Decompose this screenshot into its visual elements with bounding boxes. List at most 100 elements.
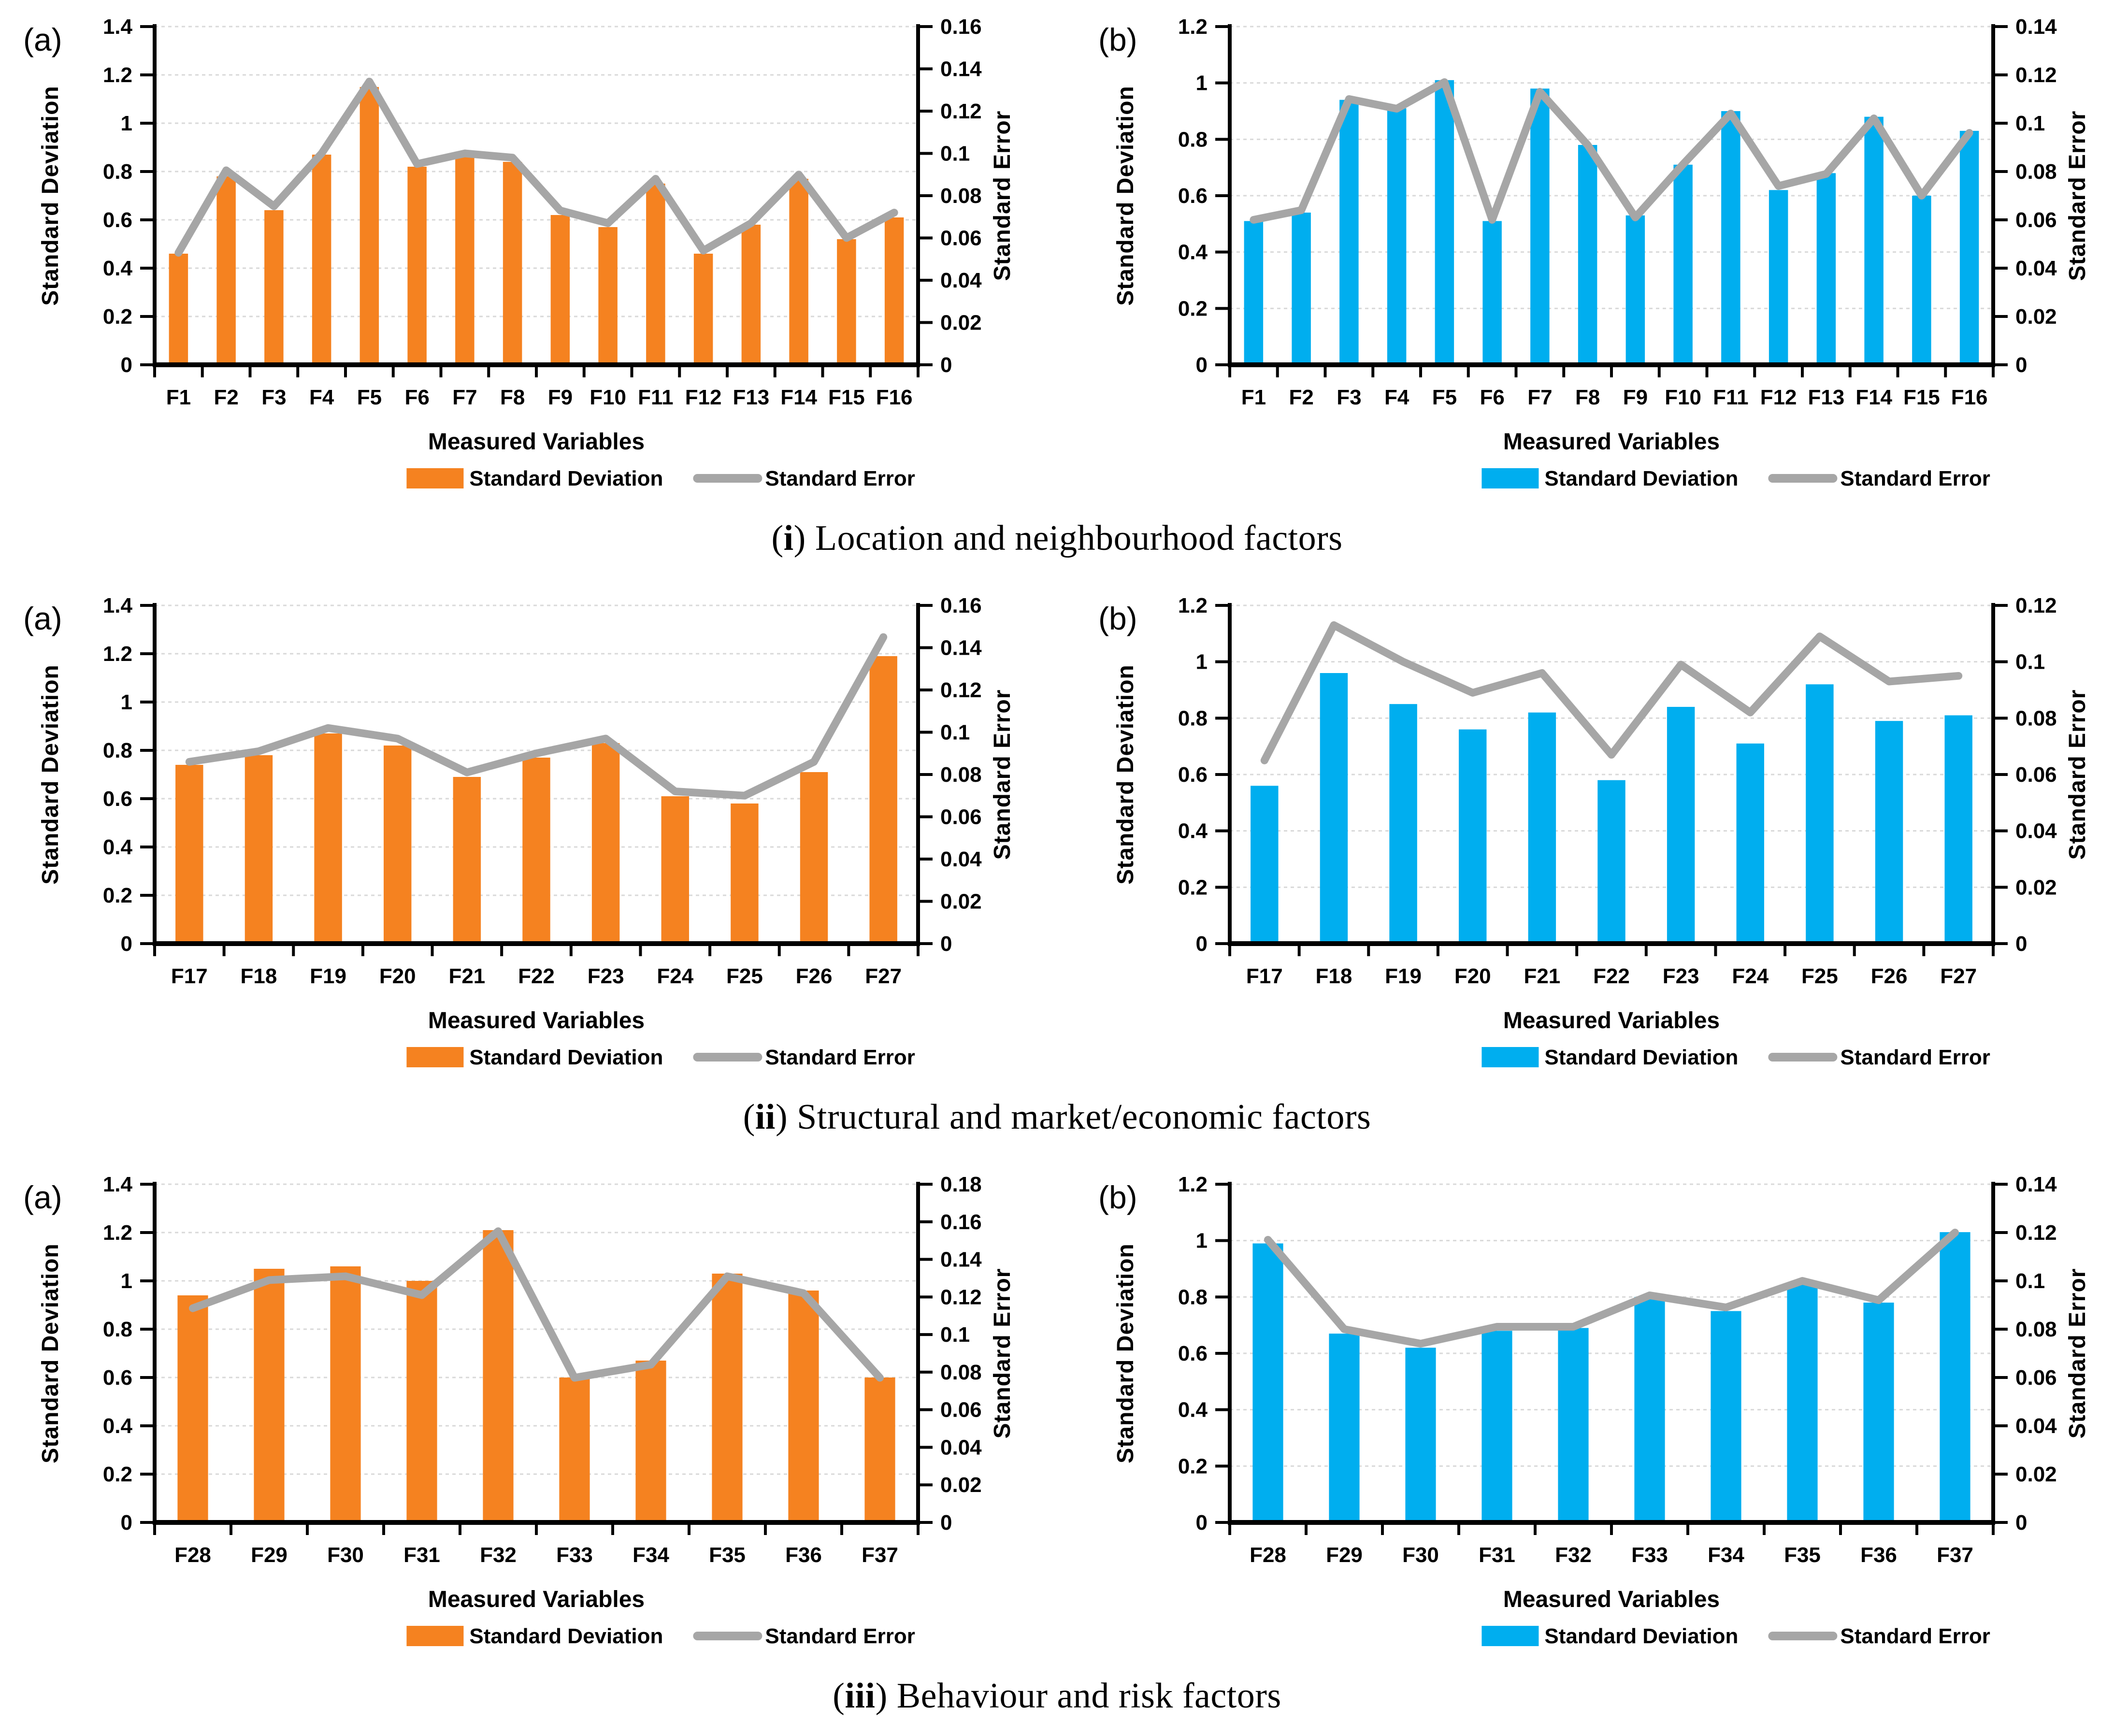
bar-F29	[1329, 1334, 1360, 1522]
bar-F32	[1558, 1328, 1589, 1522]
legend-se-label: Standard Error	[1840, 1624, 1990, 1648]
left-tick-label: 1.2	[103, 63, 132, 87]
bar-F19	[1389, 704, 1417, 944]
caption-text: Location and neighbourhood factors	[815, 518, 1343, 558]
standard-deviation-bars	[1252, 1232, 1970, 1522]
x-tick-label-F26: F26	[796, 964, 833, 988]
x-tick-label-F2: F2	[214, 386, 238, 409]
bar-F20	[384, 746, 412, 944]
x-tick-label-F5: F5	[357, 386, 382, 409]
chart-behaviour-b-blue: 0 0.2 0.4 0.6 0.8 1 1.2 0 0.02 0.04 0.06 0.08 0.1 0.1…	[1098, 1173, 2090, 1648]
x-axis-title: Measured Variables	[428, 1008, 645, 1033]
x-axis-ticks: F17 F18 F19 F20 F21 F22 F23 F24 F25 F26 F27	[1228, 944, 1995, 988]
right-tick-label: 0.12	[940, 1285, 982, 1309]
legend: Standard Deviation Standard Error	[406, 1624, 915, 1648]
panel-label: (a)	[23, 1179, 62, 1215]
x-tick-label-F7: F7	[452, 386, 477, 409]
x-tick-label-F25: F25	[726, 964, 763, 988]
legend-sd-label: Standard Deviation	[469, 467, 663, 490]
left-tick-label: 1	[1196, 72, 1208, 95]
right-tick-label: 0.02	[2015, 875, 2057, 899]
right-tick-label: 0.14	[2015, 15, 2057, 39]
bar-F31	[1481, 1331, 1512, 1522]
left-tick-label: 0.4	[1178, 819, 1208, 843]
bar-F6	[1482, 221, 1502, 365]
bar-F27	[869, 656, 897, 944]
left-tick-label: 0.2	[103, 305, 132, 329]
left-axis-ticks: 0 0.2 0.4 0.6 0.8 1 1.2 1.4	[103, 594, 155, 956]
right-tick-label: 0.04	[2015, 1414, 2057, 1438]
left-axis-title: Standard Deviation	[38, 86, 63, 305]
left-tick-label: 0.6	[103, 1366, 132, 1390]
x-tick-label-F7: F7	[1527, 386, 1552, 409]
bar-F9	[550, 215, 570, 365]
left-axis-title: Standard Deviation	[1113, 664, 1138, 884]
x-tick-label-F24: F24	[1732, 964, 1769, 988]
right-axis-title: Standard Error	[990, 111, 1015, 281]
right-axis-ticks: 0 0.02 0.04 0.06 0.08 0.1 0.12 0.14	[1993, 15, 2057, 377]
x-tick-label-F27: F27	[1940, 964, 1977, 988]
bar-F36	[788, 1291, 819, 1522]
bar-F5	[1435, 80, 1454, 365]
bar-F19	[314, 733, 342, 944]
bar-F37	[864, 1377, 895, 1522]
right-tick-label: 0.18	[940, 1173, 982, 1196]
left-tick-label: 0.4	[1178, 1398, 1208, 1422]
x-tick-label-F26: F26	[1871, 964, 1908, 988]
legend-sd-swatch	[1481, 468, 1539, 488]
left-tick-label: 0.6	[1178, 763, 1208, 787]
standard-error-line	[1260, 621, 1963, 764]
bar-F8	[503, 162, 522, 365]
x-tick-label-F3: F3	[261, 386, 286, 409]
right-axis-ticks: 0 0.02 0.04 0.06 0.08 0.1 0.12	[1993, 594, 2057, 956]
panel-ii-a: 0 0.2 0.4 0.6 0.8 1 1.2 1.4 0 0.02 0.04 0.06 0.08 0.1…	[10, 579, 1029, 1076]
x-tick-label-F6: F6	[1480, 386, 1504, 409]
bar-F2	[216, 176, 236, 365]
standard-deviation-bars	[175, 656, 897, 944]
bar-F27	[1944, 715, 1972, 944]
x-tick-label-F36: F36	[1860, 1543, 1897, 1567]
right-tick-label: 0.08	[2015, 160, 2057, 184]
bar-F31	[406, 1281, 437, 1522]
caption-paren-open: (	[833, 1676, 845, 1716]
x-tick-label-F23: F23	[1663, 964, 1699, 988]
left-tick-label: 0.8	[103, 1318, 132, 1341]
x-tick-label-F37: F37	[1937, 1543, 1973, 1567]
caption-numeral: ii	[755, 1097, 776, 1137]
bar-F17	[1251, 786, 1279, 944]
x-tick-label-F35: F35	[1784, 1543, 1821, 1567]
caption-paren-close: )	[775, 1097, 797, 1137]
right-tick-label: 0	[940, 1511, 952, 1535]
bar-F10	[1673, 164, 1693, 365]
panel-i-b: 0 0.2 0.4 0.6 0.8 1 1.2 0 0.02 0.04 0.06 0.08 0.1 0.1…	[1085, 0, 2104, 498]
legend: Standard Deviation Standard Error	[1481, 467, 1990, 490]
bar-F33	[1634, 1297, 1665, 1522]
caption-numeral: i	[783, 518, 794, 558]
caption-paren-open: (	[743, 1097, 755, 1137]
left-tick-label: 0	[121, 932, 132, 956]
x-axis-title: Measured Variables	[428, 429, 645, 455]
right-tick-label: 0.1	[940, 142, 970, 166]
standard-error-line	[174, 77, 898, 257]
legend-se-label: Standard Error	[1840, 467, 1990, 490]
axes: 0 0.2 0.4 0.6 0.8 1 1.2 0 0.02 0.04 0.06 0.08 0.1 0.1…	[1113, 15, 2090, 409]
left-tick-label: 0.6	[103, 208, 132, 232]
row-structural-market: 0 0.2 0.4 0.6 0.8 1 1.2 1.4 0 0.02 0.04 0.06 0.08 0.1…	[10, 579, 2104, 1076]
x-tick-label-F5: F5	[1432, 386, 1457, 409]
left-tick-label: 1	[121, 690, 132, 714]
chart-location-b-blue: 0 0.2 0.4 0.6 0.8 1 1.2 0 0.02 0.04 0.06 0.08 0.1 0.1…	[1098, 15, 2090, 490]
bar-F18	[1320, 673, 1348, 944]
bar-F8	[1578, 145, 1597, 365]
right-axis-ticks: 0 0.02 0.04 0.06 0.08 0.1 0.12 0.14 0.16 0.18	[918, 1173, 982, 1535]
bar-F9	[1625, 215, 1645, 365]
left-tick-label: 1.4	[103, 594, 133, 617]
legend-se-label: Standard Error	[765, 1046, 915, 1069]
x-tick-label-F6: F6	[404, 386, 429, 409]
right-tick-label: 0.08	[940, 184, 982, 208]
bar-F21	[453, 777, 481, 944]
right-tick-label: 0.1	[2015, 1269, 2045, 1293]
bar-F3	[264, 210, 284, 365]
left-tick-label: 1.2	[1178, 15, 1208, 39]
bar-F15	[1912, 196, 1931, 365]
right-tick-label: 0.1	[2015, 650, 2045, 674]
